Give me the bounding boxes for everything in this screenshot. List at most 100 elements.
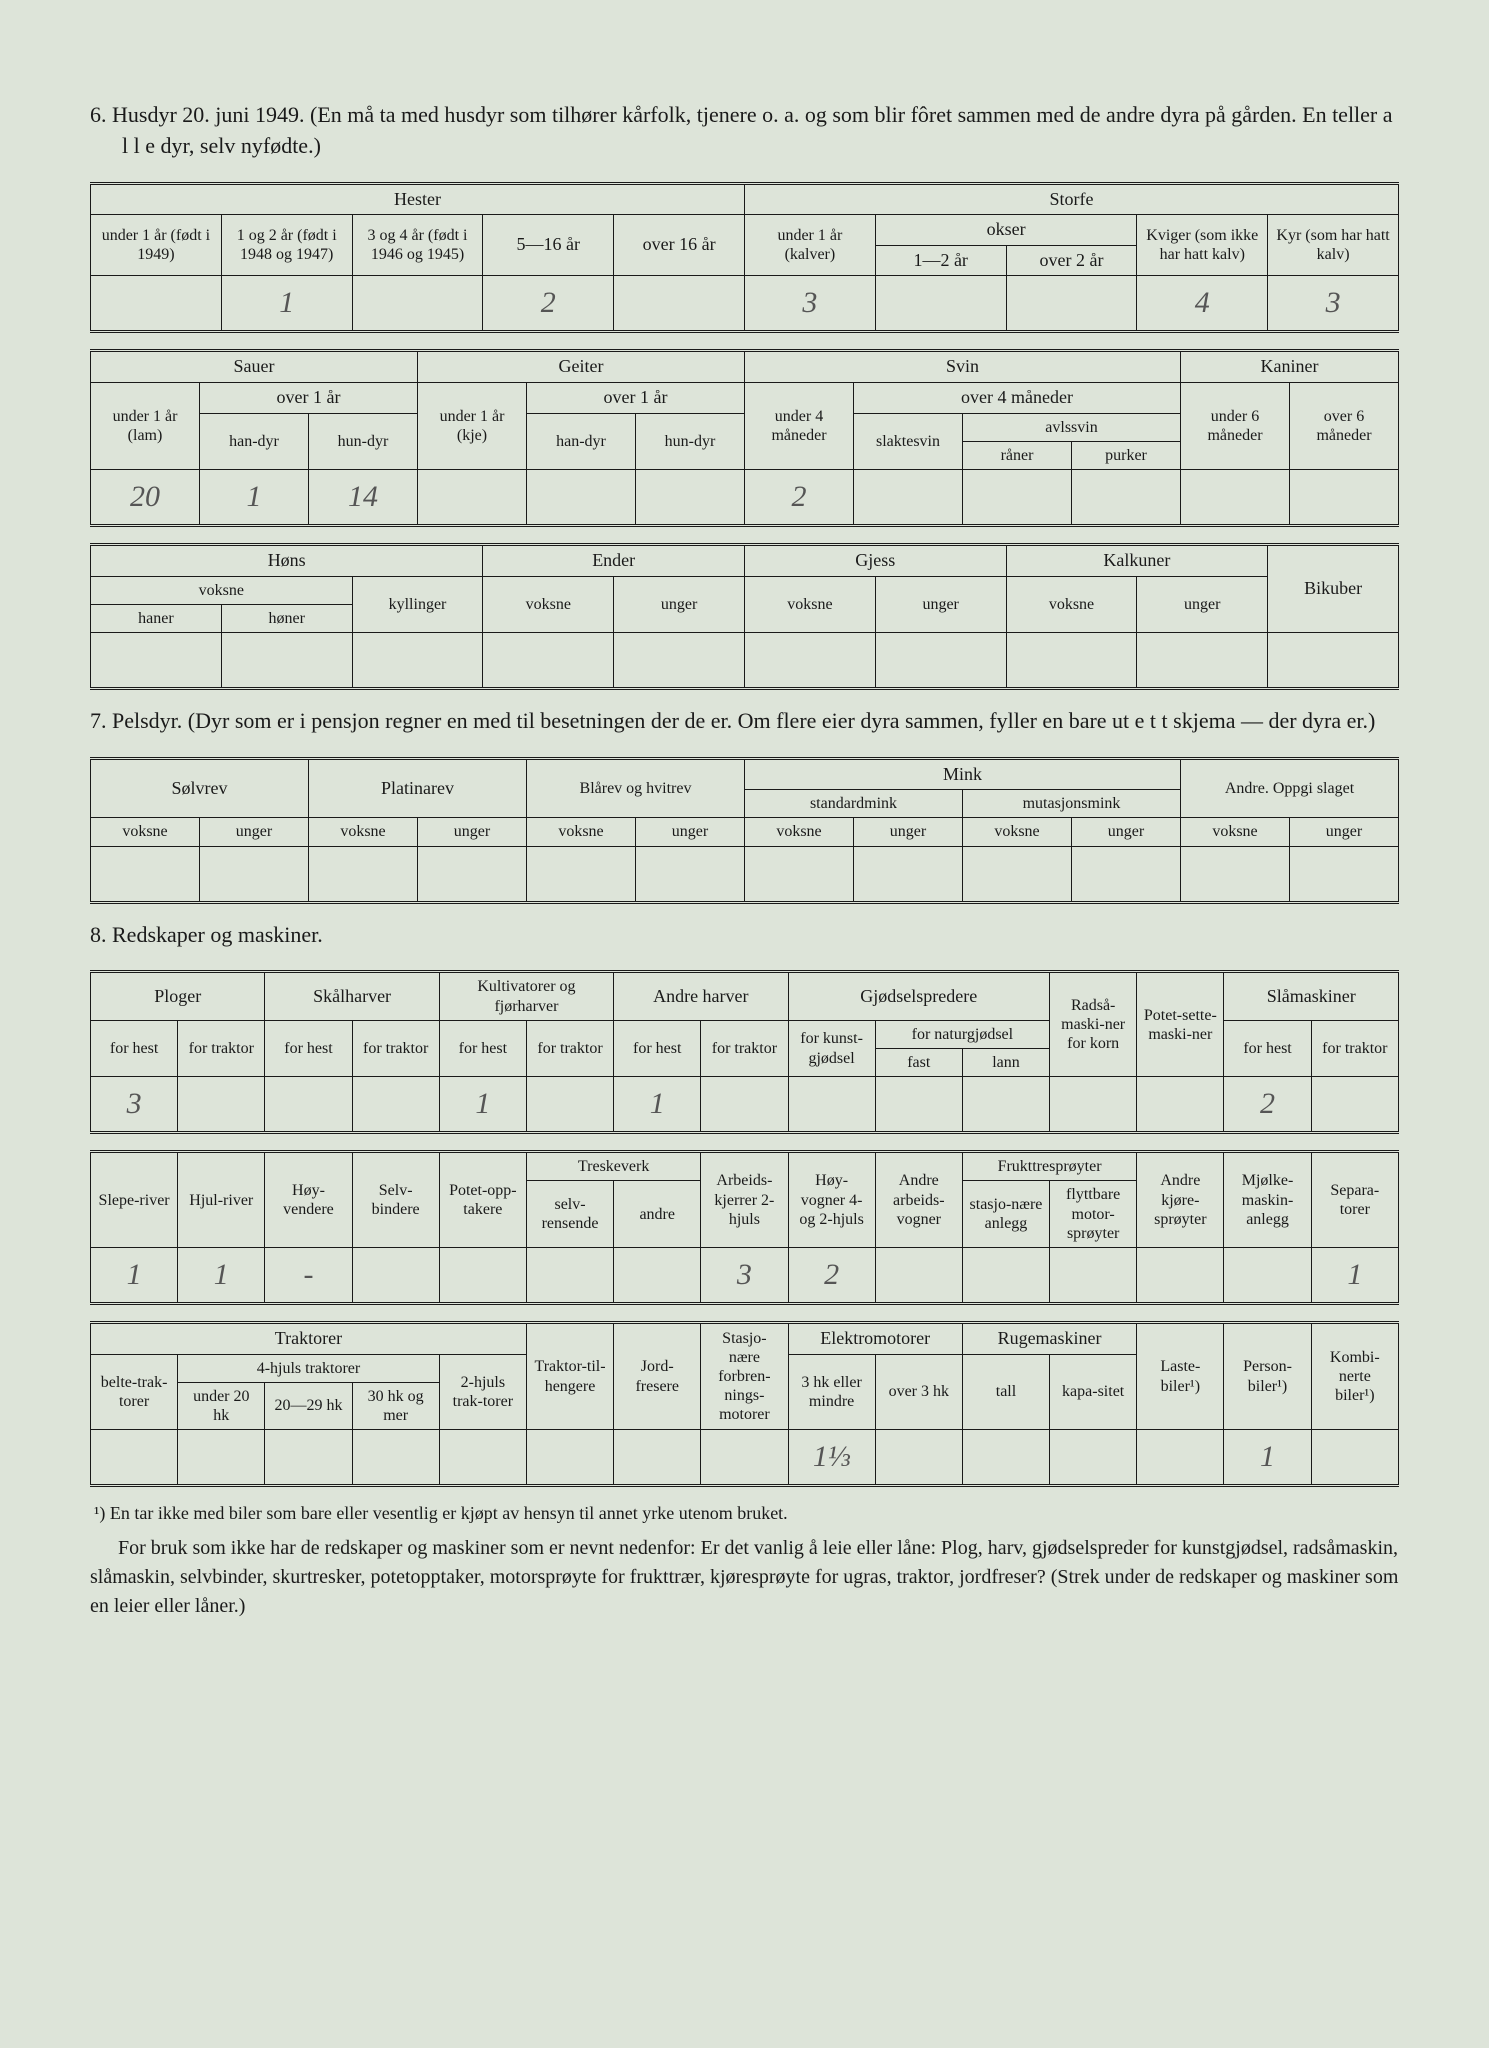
cell-8c-3[interactable] [265,1430,352,1486]
th-8c-belte: belte-trak-torer [91,1354,178,1430]
cell-7-3[interactable] [309,846,418,902]
cell-8b-11[interactable] [962,1247,1049,1303]
cell-sauer-u1[interactable]: 20 [91,469,200,525]
cell-8c-11[interactable] [962,1430,1049,1486]
cell-kan-u6[interactable] [1181,469,1290,525]
cell-6a-c10[interactable]: 3 [1268,276,1399,332]
cell-8b-15[interactable]: 1 [1311,1247,1398,1303]
cell-hons-haner[interactable] [91,632,222,688]
cell-sauer-han[interactable]: 1 [200,469,309,525]
cell-8a-6[interactable] [526,1077,613,1133]
cell-8a-15[interactable] [1311,1077,1398,1133]
th-8c-kombi: Kombi-nerte biler¹) [1311,1322,1398,1429]
cell-ender-v[interactable] [483,632,614,688]
th-andre: Andre. Oppgi slaget [1181,758,1399,818]
cell-kalk-v[interactable] [1006,632,1137,688]
cell-kalk-u[interactable] [1137,632,1268,688]
cell-6a-c4[interactable]: 2 [483,276,614,332]
cell-7-1[interactable] [91,846,200,902]
th-8a-t2: for traktor [352,1020,439,1076]
cell-8a-12[interactable] [1050,1077,1137,1133]
cell-8a-5[interactable]: 1 [439,1077,526,1133]
cell-7-7[interactable] [745,846,854,902]
th-8a-kunst: for kunst-gjødsel [788,1020,875,1076]
cell-8b-14[interactable] [1224,1247,1311,1303]
cell-6a-c3[interactable] [352,276,483,332]
th-8c-2hjul: 2-hjuls trak-torer [439,1354,526,1430]
th-8b-c13: Separa-torer [1311,1152,1398,1248]
cell-svin-u4[interactable]: 2 [745,469,854,525]
cell-7-9[interactable] [963,846,1072,902]
cell-7-5[interactable] [527,846,636,902]
cell-geit-u1[interactable] [418,469,527,525]
cell-8c-13[interactable] [1137,1430,1224,1486]
cell-gjess-u[interactable] [875,632,1006,688]
cell-svin-slakt[interactable] [854,469,963,525]
cell-8a-7[interactable]: 1 [614,1077,701,1133]
cell-8a-4[interactable] [352,1077,439,1133]
cell-8a-1[interactable]: 3 [91,1077,178,1133]
cell-8b-8[interactable]: 3 [701,1247,788,1303]
cell-8b-1[interactable]: 1 [91,1247,178,1303]
th-4hjuls: 4-hjuls traktorer [178,1354,440,1382]
cell-hons-honer[interactable] [221,632,352,688]
cell-geit-hun[interactable] [636,469,745,525]
cell-8c-12[interactable] [1050,1430,1137,1486]
cell-8c-15[interactable] [1311,1430,1398,1486]
th-7-u3: unger [636,818,745,846]
cell-8a-9[interactable] [788,1077,875,1133]
cell-8b-7[interactable] [614,1247,701,1303]
cell-8c-6[interactable] [526,1430,613,1486]
cell-6a-c2[interactable]: 1 [221,276,352,332]
cell-7-4[interactable] [418,846,527,902]
cell-8c-7[interactable] [614,1430,701,1486]
cell-bikuber[interactable] [1268,632,1399,688]
cell-8c-14[interactable]: 1 [1224,1430,1311,1486]
cell-7-12[interactable] [1290,846,1399,902]
cell-8a-14[interactable]: 2 [1224,1077,1311,1133]
th-8c-stasj: Stasjo-nære forbren-nings-motorer [701,1322,788,1429]
cell-7-6[interactable] [636,846,745,902]
cell-8b-9[interactable]: 2 [788,1247,875,1303]
cell-geit-han[interactable] [527,469,636,525]
cell-8c-4[interactable] [352,1430,439,1486]
cell-8c-5[interactable] [439,1430,526,1486]
cell-kan-o6[interactable] [1290,469,1399,525]
table-6a: Hester Storfe under 1 år (født i 1949) 1… [90,182,1399,334]
cell-7-10[interactable] [1072,846,1181,902]
cell-8b-3[interactable]: - [265,1247,352,1303]
cell-gjess-v[interactable] [744,632,875,688]
cell-8a-11[interactable] [962,1077,1049,1133]
cell-8a-3[interactable] [265,1077,352,1133]
cell-8b-5[interactable] [439,1247,526,1303]
cell-8a-8[interactable] [701,1077,788,1133]
cell-8b-2[interactable]: 1 [178,1247,265,1303]
cell-6a-c5[interactable] [614,276,745,332]
cell-6a-c1[interactable] [91,276,222,332]
cell-8c-8[interactable] [701,1430,788,1486]
cell-8b-10[interactable] [875,1247,962,1303]
cell-8c-2[interactable] [178,1430,265,1486]
cell-7-11[interactable] [1181,846,1290,902]
cell-8a-13[interactable] [1137,1077,1224,1133]
cell-6a-c8[interactable] [1006,276,1137,332]
cell-8c-1[interactable] [91,1430,178,1486]
cell-sauer-hun[interactable]: 14 [309,469,418,525]
cell-hons-kyll[interactable] [352,632,483,688]
cell-8b-6[interactable] [526,1247,613,1303]
cell-7-8[interactable] [854,846,963,902]
cell-8a-2[interactable] [178,1077,265,1133]
cell-6a-c9[interactable]: 4 [1137,276,1268,332]
cell-6a-c7[interactable] [875,276,1006,332]
cell-svin-raner[interactable] [963,469,1072,525]
cell-8c-10[interactable] [875,1430,962,1486]
cell-8c-9[interactable]: 1⅓ [788,1430,875,1486]
cell-svin-purker[interactable] [1072,469,1181,525]
cell-7-2[interactable] [200,846,309,902]
cell-6a-c6[interactable]: 3 [744,276,875,332]
cell-8b-12[interactable] [1050,1247,1137,1303]
cell-ender-u[interactable] [614,632,745,688]
cell-8b-13[interactable] [1137,1247,1224,1303]
cell-8b-4[interactable] [352,1247,439,1303]
cell-8a-10[interactable] [875,1077,962,1133]
